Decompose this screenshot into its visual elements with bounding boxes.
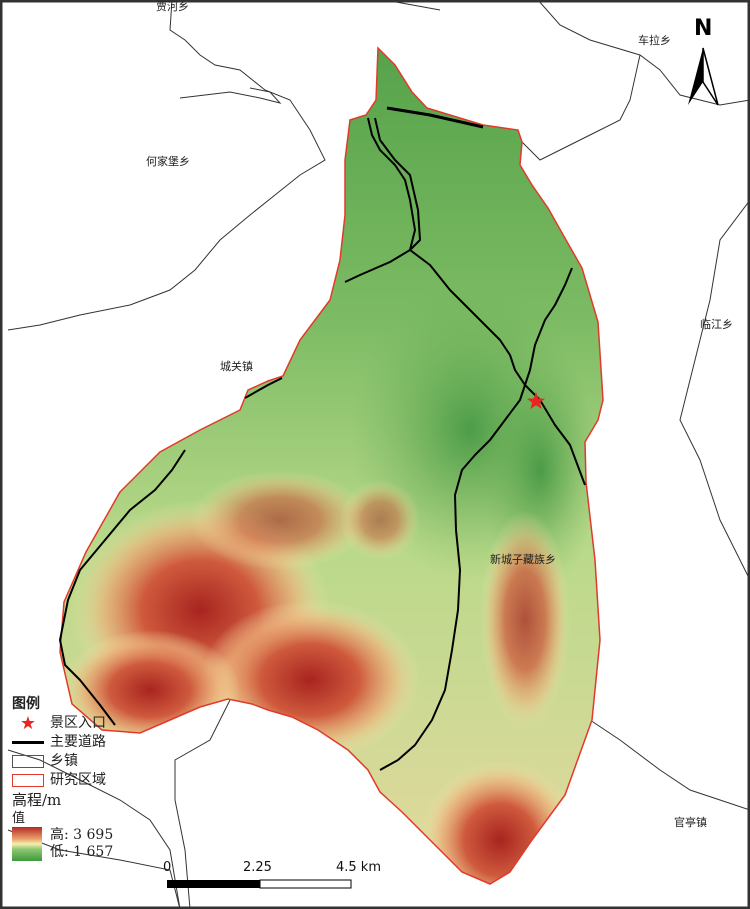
main-roads xyxy=(59,106,586,771)
legend-label: 研究区域 xyxy=(50,772,106,788)
legend-item-study-area: 研究区域 xyxy=(12,771,113,790)
legend-label: 乡镇 xyxy=(50,753,78,769)
legend-item-township: 乡镇 xyxy=(12,752,113,771)
north-arrow-icon xyxy=(688,47,719,106)
scale-tick: 0 xyxy=(163,860,172,875)
legend-item-road: 主要道路 xyxy=(12,733,113,752)
road-line-icon xyxy=(12,741,44,744)
high-value: 高: 3 695 xyxy=(50,827,114,843)
scale-tick: 4.5 km xyxy=(336,860,381,875)
north-label: N xyxy=(694,16,713,41)
legend-item-entrance: ★ 景区入口 xyxy=(12,714,113,733)
place-label: 官亭镇 xyxy=(674,816,707,829)
value-label: 值 xyxy=(12,811,26,826)
scale-tick: 2.25 xyxy=(243,860,272,875)
legend-label: 景区入口 xyxy=(50,715,106,731)
scenic-entrance-star xyxy=(527,392,545,409)
township-box-icon xyxy=(12,755,44,768)
place-label: 贾河乡 xyxy=(156,0,189,13)
legend-title: 图例 xyxy=(12,696,40,712)
study-area-box-icon xyxy=(12,774,44,787)
elevation-title: 高程/m xyxy=(12,791,62,809)
elevation-ramp: 高: 3 695 低: 1 657 xyxy=(12,827,113,861)
low-value: 低: 1 657 xyxy=(50,844,114,860)
place-label: 城关镇 xyxy=(220,360,253,373)
star-icon: ★ xyxy=(19,713,37,734)
legend: 图例 ★ 景区入口 主要道路 乡镇 研究区域 高程/m 值 高: 3 695 低… xyxy=(12,694,113,861)
place-label: 何家堡乡 xyxy=(146,155,190,168)
color-ramp xyxy=(12,827,42,861)
legend-label: 主要道路 xyxy=(50,734,106,750)
place-label: 车拉乡 xyxy=(638,34,671,47)
scale-bar xyxy=(167,879,352,889)
place-label: 新城子藏族乡 xyxy=(490,553,556,566)
place-label: 临江乡 xyxy=(700,318,733,331)
